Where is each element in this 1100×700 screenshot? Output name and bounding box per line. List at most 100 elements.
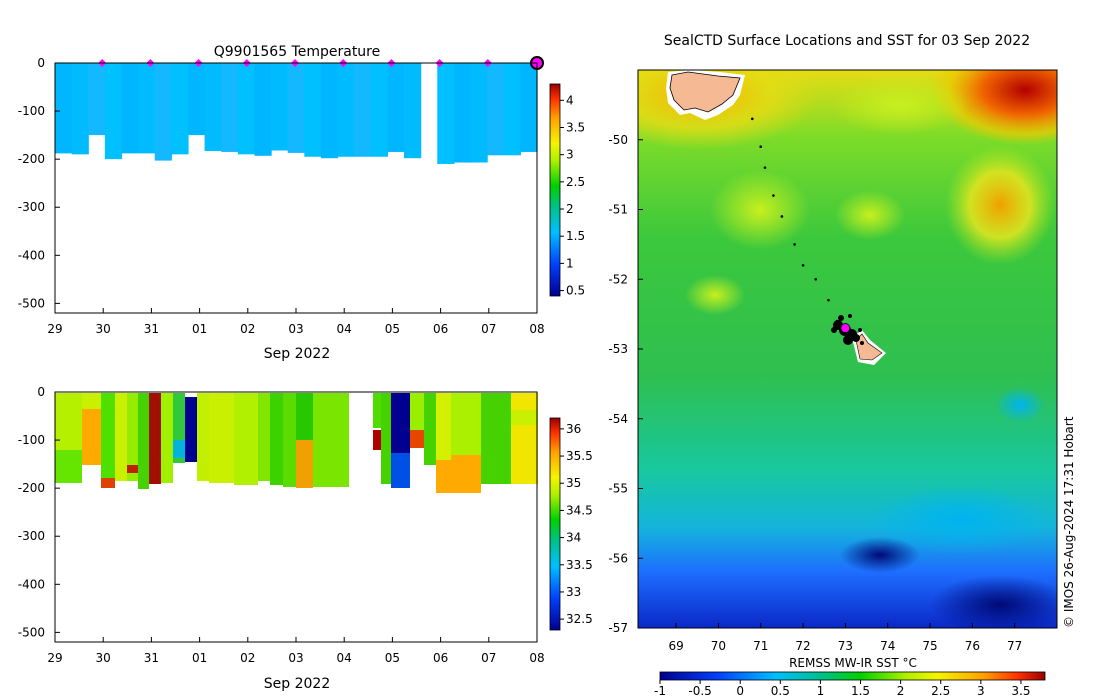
dive-location — [843, 335, 853, 345]
dive-location — [848, 314, 852, 318]
sst-colorbar-tick-label: -0.5 — [688, 684, 711, 698]
track-point — [827, 298, 830, 302]
track-point — [793, 243, 796, 246]
sst-hot-northeast — [930, 70, 1057, 145]
temperature-profile — [487, 63, 505, 156]
salinity-section-plot: 0 -100 -200 -300 -400 -500 29 30 31 01 02 03 04 05 06… — [18, 385, 593, 692]
temperature-colorbar-ticks: 4 3.5 3 2.5 2 1.5 1 0.5 — [560, 93, 585, 298]
sst-warm-east — [945, 145, 1055, 265]
salinity-colorbar-tick-label: 33 — [566, 585, 581, 599]
salinity-profile — [481, 393, 511, 484]
latitude-tick-label: -55 — [608, 482, 628, 496]
temperature-profile — [237, 63, 256, 155]
track-point — [750, 117, 754, 121]
temperature-profile — [104, 63, 123, 160]
salinity-profile — [373, 393, 381, 428]
temperature-profile — [204, 63, 222, 151]
temperature-section-plot: Q9901565 Temperature 0 -100 -200 -300 -400 -5… — [18, 44, 585, 362]
temperature-colorbar-tick-label: 1 — [566, 256, 574, 270]
salinity-colorbar-tick-label: 36 — [566, 422, 581, 436]
salinity-y-axis: 0 -100 -200 -300 -400 -500 — [18, 385, 60, 639]
latitude-tick-label: -51 — [608, 203, 628, 217]
salinity-x-tick-label: 01 — [192, 651, 207, 665]
temperature-profile — [404, 63, 422, 159]
salinity-colorbar-tick-label: 34 — [566, 531, 581, 545]
temperature-x-tick-label: 06 — [433, 322, 448, 336]
sst-colorbar-tick-label: 0.5 — [771, 684, 790, 698]
sst-colorbar-tick-label: 1.5 — [851, 684, 870, 698]
salinity-profile — [149, 393, 161, 484]
sst-map: SealCTD Surface Locations and SST for 03… — [608, 33, 1076, 698]
temperature-profile — [138, 63, 156, 154]
land-small-island — [855, 333, 883, 361]
salinity-y-tick-label: 0 — [37, 385, 45, 399]
temperature-x-tick-label: 03 — [288, 322, 303, 336]
salinity-profile — [197, 393, 209, 481]
dive-location — [860, 341, 864, 345]
temperature-profile — [271, 63, 289, 151]
temperature-x-tick-label: 04 — [337, 322, 352, 336]
salinity-profile — [451, 455, 481, 493]
sst-yellow-patch — [685, 275, 745, 315]
temperature-profile — [437, 63, 455, 164]
imos-credit: © IMOS 26-Aug-2024 17:31 Hobart — [1062, 416, 1076, 628]
temperature-colorbar-tick-label: 0.5 — [566, 284, 585, 298]
salinity-profile — [82, 393, 101, 465]
sst-colorbar-scale — [659, 671, 1046, 681]
sst-colorbar-tick-label: 0 — [736, 684, 744, 698]
longitude-tick-label: 72 — [795, 639, 810, 653]
longitude-tick-label: 75 — [922, 639, 937, 653]
temperature-x-tick-label: 02 — [240, 322, 255, 336]
salinity-x-tick-label: 03 — [288, 651, 303, 665]
salinity-colorbar-tick-label: 32.5 — [566, 612, 593, 626]
dive-location — [858, 328, 862, 332]
salinity-profile — [381, 393, 391, 484]
sst-field — [638, 70, 1057, 628]
temperature-profile — [154, 63, 172, 161]
temperature-plot-title: Q9901565 Temperature — [214, 44, 381, 60]
temperature-y-tick-label: -100 — [18, 104, 45, 118]
temperature-y-tick-label: -300 — [18, 200, 45, 214]
salinity-profile — [436, 460, 451, 493]
salinity-profile — [101, 478, 115, 488]
temperature-profiles — [55, 63, 538, 164]
sst-yellow-patch — [830, 75, 970, 135]
temperature-y-axis: 0 -100 -200 -300 -400 -500 — [18, 56, 60, 310]
salinity-x-tick-label: 30 — [96, 651, 111, 665]
temperature-profile — [221, 63, 239, 152]
salinity-profile — [127, 465, 138, 473]
salinity-profile — [234, 393, 258, 485]
salinity-x-tick-label: 02 — [240, 651, 255, 665]
salinity-profile — [101, 393, 115, 488]
sst-cold-patch — [930, 575, 1057, 628]
track-point — [814, 277, 818, 281]
temperature-colorbar-tick-label: 3 — [566, 148, 574, 162]
sst-colorbar-tick-label: -1 — [654, 684, 666, 698]
temperature-profile — [337, 63, 355, 157]
salinity-colorbar-tick-label: 34.5 — [566, 503, 593, 517]
temperature-x-tick-label: 07 — [481, 322, 496, 336]
salinity-x-axis: 29 30 31 01 02 03 04 05 06 07 08 — [47, 637, 545, 665]
temperature-profile — [354, 63, 372, 157]
temperature-x-axis: 29 30 31 01 02 03 04 05 06 07 08 — [47, 308, 545, 336]
salinity-y-tick-label: -100 — [18, 433, 45, 447]
sst-colorbar-tick-label: 3.5 — [1011, 684, 1030, 698]
temperature-x-tick-label: 29 — [47, 322, 62, 336]
sst-colorbar-tick-label: 2.5 — [931, 684, 950, 698]
salinity-colorbar-tick-label: 33.5 — [566, 558, 593, 572]
latitude-tick-label: -52 — [608, 272, 628, 286]
temperature-y-tick-label: -500 — [18, 296, 45, 310]
dive-location — [838, 315, 844, 321]
sst-colorbar-ticks: -1 -0.5 0 0.5 1 1.5 2 2.5 3 3.5 — [654, 680, 1030, 698]
temperature-profile — [320, 63, 339, 159]
temperature-x-tick-label: 08 — [529, 322, 544, 336]
temperature-profile — [304, 63, 322, 157]
salinity-x-tick-label: 04 — [337, 651, 352, 665]
sst-colorbar-tick-label: 3 — [977, 684, 985, 698]
temperature-profile — [453, 63, 472, 163]
temperature-profile — [121, 63, 139, 154]
latitude-tick-label: -53 — [608, 342, 628, 356]
salinity-profile — [283, 393, 296, 487]
track-point — [759, 145, 763, 149]
